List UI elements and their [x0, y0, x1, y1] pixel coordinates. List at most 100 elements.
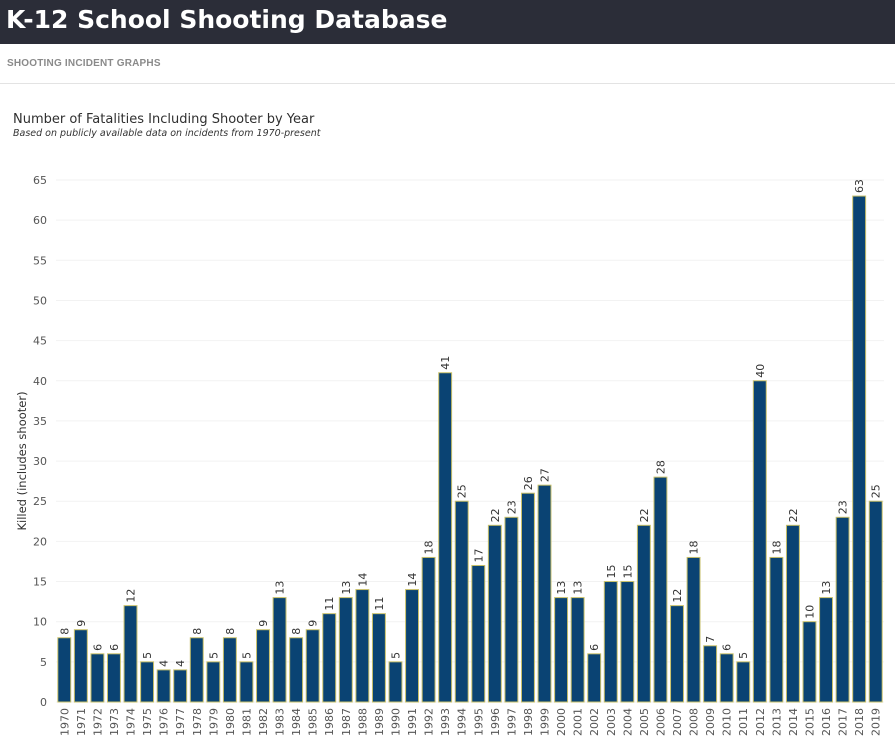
x-tick-label: 1980: [224, 708, 237, 736]
x-tick-label: 1993: [439, 708, 452, 736]
data-label-1984: 8: [290, 628, 303, 635]
x-tick-label: 2004: [621, 708, 634, 736]
nav-item-shooting-incident-graphs[interactable]: SHOOTING INCIDENT GRAPHS: [7, 58, 161, 69]
bar-1992[interactable]: [421, 556, 436, 703]
bar-2009[interactable]: [703, 645, 718, 703]
data-label-2016: 13: [820, 581, 833, 595]
y-axis: 0 5 10 15 20 25 30 35 40 45 50 55 60 65: [33, 174, 47, 709]
data-label-1975: 5: [141, 652, 154, 659]
x-tick-label: 1998: [522, 708, 535, 736]
data-label-2011: 5: [737, 652, 750, 659]
bar-2005[interactable]: [636, 524, 651, 703]
bar-1996[interactable]: [487, 524, 502, 703]
sub-nav: SHOOTING INCIDENT GRAPHS: [0, 44, 895, 84]
y-tick-label: 10: [33, 616, 47, 629]
x-tick-label: 2008: [688, 708, 701, 736]
app-header: K-12 School Shooting Database: [0, 0, 895, 44]
x-tick-label: 1990: [389, 708, 402, 736]
bar-1986[interactable]: [322, 613, 337, 703]
bar-1995[interactable]: [471, 564, 486, 703]
data-label-1980: 8: [224, 628, 237, 635]
x-tick-label: 2018: [853, 708, 866, 736]
data-label-2018: 63: [853, 179, 866, 193]
x-tick-label: 1996: [489, 708, 502, 736]
bar-1999[interactable]: [537, 484, 552, 703]
bar-1979[interactable]: [206, 661, 221, 703]
data-label-1992: 18: [423, 540, 436, 554]
bar-1988[interactable]: [355, 589, 370, 703]
data-label-1996: 22: [489, 508, 502, 522]
bar-1973[interactable]: [107, 653, 121, 703]
y-axis-title: Killed (includes shooter): [15, 391, 29, 530]
x-tick-label: 1999: [539, 708, 552, 736]
x-tick-label: 1988: [356, 708, 369, 736]
x-tick-label: 2011: [737, 708, 750, 736]
bar-2017[interactable]: [835, 516, 850, 703]
bar-1997[interactable]: [504, 516, 519, 703]
bar-1981[interactable]: [239, 661, 254, 703]
bar-2004[interactable]: [620, 581, 635, 703]
x-tick-label: 1995: [472, 708, 485, 736]
data-label-1985: 9: [307, 620, 320, 627]
bar-2008[interactable]: [686, 556, 701, 703]
bar-1977[interactable]: [173, 669, 188, 703]
app-title: K-12 School Shooting Database: [6, 5, 448, 34]
bar-1983[interactable]: [272, 597, 287, 703]
bar-1985[interactable]: [305, 629, 320, 703]
bar-1976[interactable]: [156, 669, 171, 703]
x-tick-label: 1977: [174, 708, 187, 736]
x-tick-label: 2003: [605, 708, 618, 736]
bar-1970[interactable]: [57, 637, 72, 703]
bar-2007[interactable]: [670, 605, 684, 703]
bar-2002[interactable]: [587, 653, 602, 703]
bar-2000[interactable]: [554, 597, 569, 703]
bar-1998[interactable]: [521, 492, 535, 703]
bar-1987[interactable]: [338, 597, 353, 703]
x-tick-label: 1982: [257, 708, 270, 736]
bar-2012[interactable]: [752, 380, 767, 703]
data-label-1998: 26: [522, 476, 535, 490]
bar-1975[interactable]: [140, 661, 155, 703]
bar-1991[interactable]: [405, 589, 419, 703]
data-label-2000: 13: [555, 581, 568, 595]
data-label-2008: 18: [688, 540, 701, 554]
bar-1974[interactable]: [123, 605, 138, 703]
bar-2011[interactable]: [736, 661, 751, 703]
bar-1994[interactable]: [454, 500, 469, 703]
bar-1971[interactable]: [73, 629, 88, 703]
data-label-2005: 22: [638, 508, 651, 522]
y-tick-label: 25: [33, 495, 47, 508]
bar-2014[interactable]: [785, 524, 800, 703]
bar-1993[interactable]: [438, 372, 453, 703]
x-tick-label: 1970: [58, 708, 71, 736]
data-label-2012: 40: [754, 364, 767, 378]
x-tick-label: 1979: [207, 708, 220, 736]
bar-1990[interactable]: [388, 661, 403, 703]
bar-2015[interactable]: [802, 621, 817, 703]
y-tick-label: 55: [33, 254, 47, 267]
bar-2013[interactable]: [769, 556, 784, 703]
data-label-1988: 14: [356, 573, 369, 587]
data-label-2010: 6: [721, 644, 734, 651]
bar-2010[interactable]: [719, 653, 734, 703]
bar-1980[interactable]: [222, 637, 237, 703]
bar-1978[interactable]: [189, 637, 204, 703]
y-tick-label: 40: [33, 375, 47, 388]
bar-1972[interactable]: [90, 653, 105, 703]
data-label-1974: 12: [125, 589, 138, 603]
bar-1989[interactable]: [371, 613, 386, 703]
bar-2006[interactable]: [653, 476, 668, 703]
data-label-1994: 25: [456, 484, 469, 498]
data-label-2014: 22: [787, 508, 800, 522]
bar-2001[interactable]: [570, 597, 585, 703]
bar-2016[interactable]: [819, 597, 833, 703]
data-label-2017: 23: [837, 500, 850, 514]
bar-2018[interactable]: [852, 195, 867, 703]
bar-1982[interactable]: [256, 629, 270, 703]
bar-2019[interactable]: [868, 500, 883, 703]
y-tick-label: 60: [33, 214, 47, 227]
bar-2003[interactable]: [603, 581, 618, 703]
x-tick-label: 2012: [754, 708, 767, 736]
bar-1984[interactable]: [289, 637, 304, 703]
